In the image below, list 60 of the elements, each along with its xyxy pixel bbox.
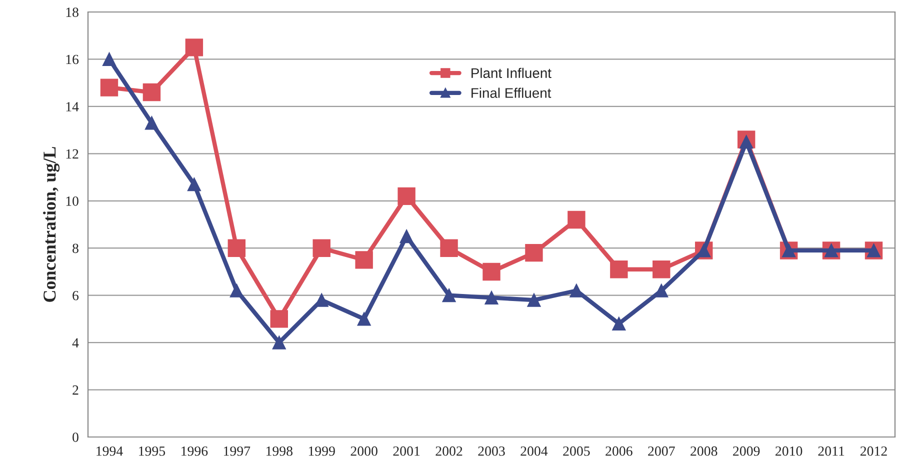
point [525, 244, 543, 262]
x-tick-label: 2012 [860, 446, 887, 456]
x-tick-label: 1994 [96, 446, 123, 456]
y-tick-label: 2 [72, 385, 78, 395]
y-tick-label: 14 [66, 102, 79, 112]
point [357, 312, 371, 326]
point [355, 251, 373, 269]
y-tick-label: 4 [72, 338, 79, 348]
point [442, 288, 456, 302]
x-tick-label: 2009 [733, 446, 760, 456]
point [102, 52, 116, 66]
point [314, 293, 328, 307]
x-tick-label: 2006 [606, 446, 632, 456]
point [400, 230, 414, 244]
y-tick-label: 6 [72, 290, 79, 300]
point [527, 293, 541, 307]
point [568, 210, 586, 229]
x-tick-label: 2005 [563, 446, 590, 456]
y-tick-label: 18 [66, 8, 78, 17]
x-tick-label: 2011 [818, 446, 844, 456]
x-tick-label: 1997 [224, 446, 250, 456]
point [187, 178, 201, 192]
y-tick-label: 16 [66, 54, 79, 64]
point [100, 78, 118, 96]
point [185, 38, 204, 56]
legend-label: Final Effluent [472, 88, 552, 98]
x-tick-label: 2008 [690, 446, 718, 456]
x-tick-label: 1996 [182, 446, 208, 456]
point [612, 316, 626, 330]
legend-label: Plant Influent [472, 68, 552, 78]
x-tick-label: 2003 [478, 446, 505, 456]
point [654, 284, 668, 298]
point [482, 262, 500, 281]
x-tick-label: 2000 [350, 446, 378, 456]
y-axis-title: Concentration, ug/L [43, 147, 60, 302]
point [570, 284, 584, 298]
x-tick-label: 2004 [520, 446, 548, 456]
x-tick-label: 1995 [139, 446, 166, 456]
point [272, 336, 286, 350]
y-tick-label: 10 [66, 196, 78, 206]
point [440, 239, 458, 257]
point [270, 310, 288, 328]
point [484, 290, 498, 304]
x-tick-label: 1998 [266, 446, 292, 456]
point [230, 284, 244, 298]
x-tick-label: 1999 [308, 446, 335, 456]
point [610, 260, 628, 278]
point [312, 239, 330, 257]
y-tick-label: 8 [72, 244, 78, 254]
x-tick-label: 2002 [436, 446, 462, 456]
point [144, 116, 158, 130]
point [398, 187, 416, 206]
x-tick-label: 2001 [393, 446, 420, 456]
y-tick-label: 12 [66, 149, 78, 158]
x-tick-label: 2007 [648, 446, 675, 456]
y-tick-label: 0 [72, 432, 78, 442]
point [142, 83, 161, 102]
point [652, 260, 670, 278]
point [228, 239, 246, 257]
x-tick-label: 2010 [776, 446, 802, 456]
